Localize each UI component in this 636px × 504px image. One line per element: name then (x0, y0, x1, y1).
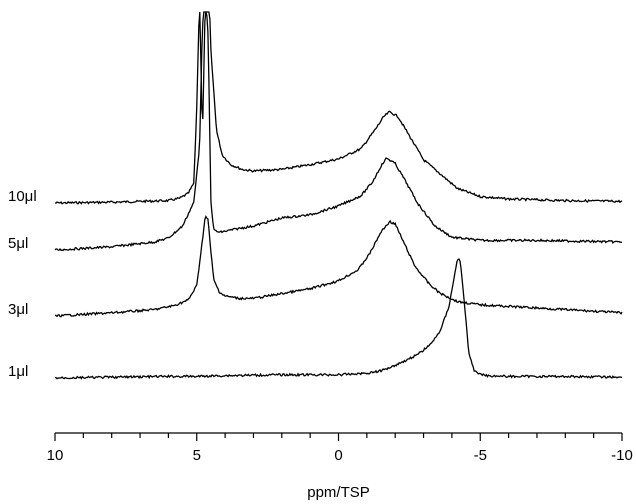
x-tick-label: 0 (334, 447, 342, 464)
x-tick-label: 10 (47, 447, 64, 464)
spectra-curves (54, 11, 623, 380)
series-label-2: 5μl (8, 235, 28, 252)
spectrum-line-1 (54, 11, 623, 205)
x-tick-label: -5 (474, 447, 487, 464)
x-tick-label: -10 (611, 447, 633, 464)
series-label-1: 10μl (8, 188, 37, 205)
series-label-3: 3μl (8, 301, 28, 318)
spectrum-line-2 (54, 11, 623, 252)
series-labels: 10μl 5μl 3μl 1μl (8, 188, 37, 380)
spectrum-line-4 (54, 258, 623, 380)
series-label-4: 1μl (8, 363, 28, 380)
spectrum-line-3 (54, 215, 623, 318)
x-tick-label: 5 (193, 447, 201, 464)
x-axis: 10 5 0 -5 -10 (47, 432, 633, 464)
x-axis-title: ppm/TSP (307, 484, 370, 501)
